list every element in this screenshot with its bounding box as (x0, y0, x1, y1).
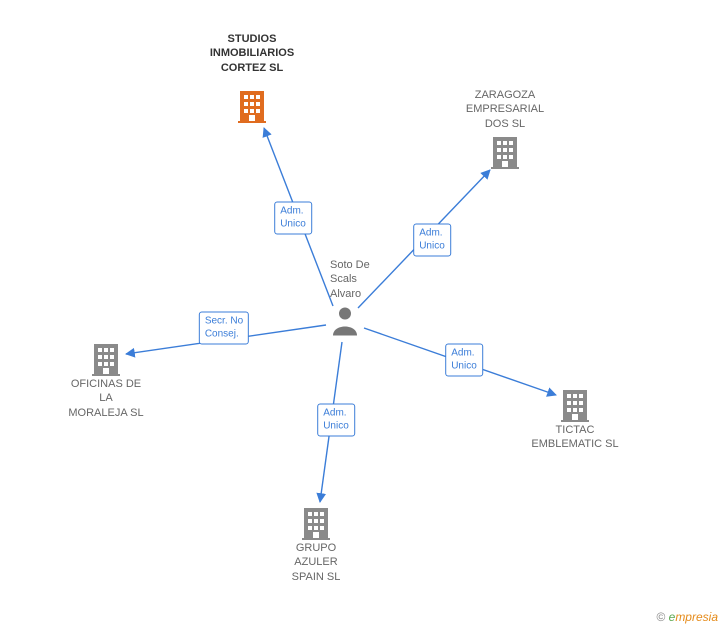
building-icon (236, 89, 268, 123)
edge-label-oficinas: Secr. No Consej. (199, 312, 249, 345)
building-icon (90, 342, 122, 376)
building-icon (300, 506, 332, 540)
attribution-footer: © empresia (656, 610, 718, 624)
edge-label-grupo: Adm. Unico (317, 404, 355, 437)
center-node-label: Soto De Scals Alvaro (330, 258, 370, 301)
node-label-grupo: GRUPO AZULER SPAIN SL (292, 541, 341, 584)
copyright-symbol: © (656, 610, 665, 624)
edge-label-studios: Adm. Unico (274, 202, 312, 235)
node-label-studios: STUDIOS INMOBILIARIOS CORTEZ SL (210, 32, 294, 75)
person-icon (332, 306, 358, 341)
brand-name: empresia (669, 610, 718, 624)
building-icon (489, 135, 521, 169)
edge-label-tictac: Adm. Unico (445, 344, 483, 377)
node-label-oficinas: OFICINAS DE LA MORALEJA SL (68, 377, 143, 420)
node-label-zaragoza: ZARAGOZA EMPRESARIAL DOS SL (466, 88, 544, 131)
node-label-tictac: TICTAC EMBLEMATIC SL (531, 423, 618, 452)
edge-label-zaragoza: Adm. Unico (413, 224, 451, 257)
network-edges (0, 0, 728, 630)
building-icon (559, 388, 591, 422)
